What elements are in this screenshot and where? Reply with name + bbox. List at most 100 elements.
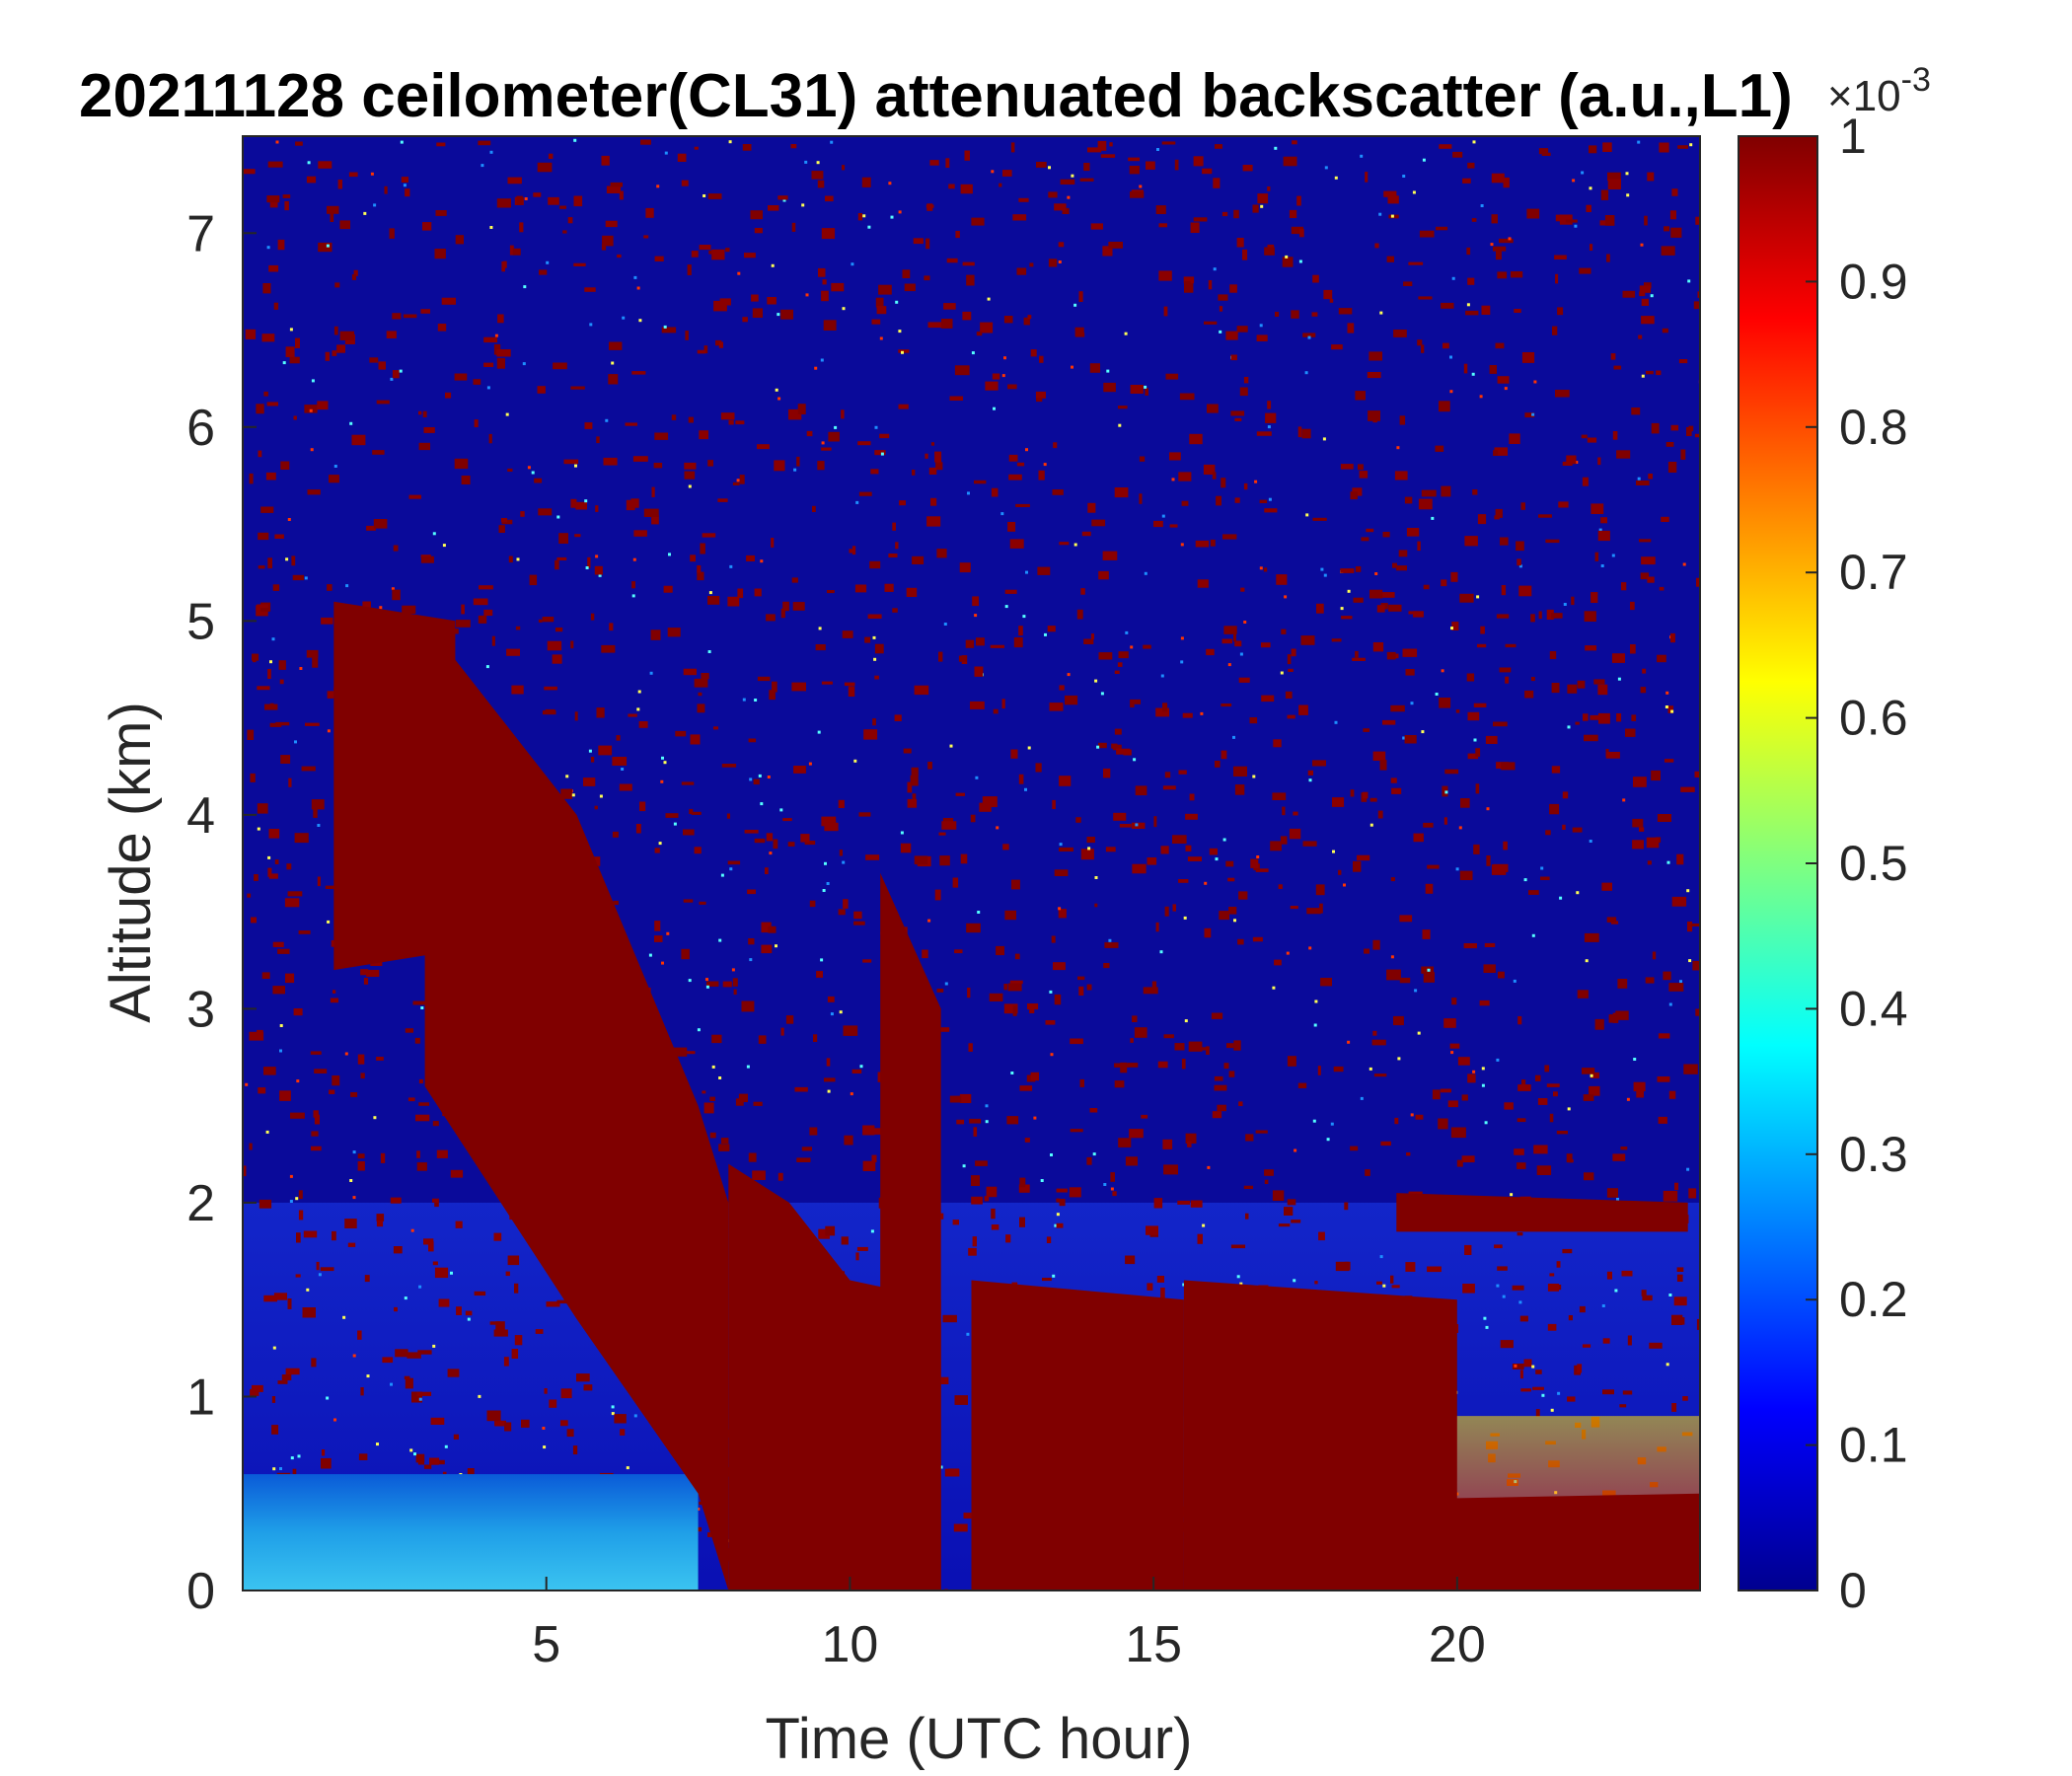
noise-dot (598, 573, 602, 577)
noise-dot (815, 644, 826, 651)
noise-dot (843, 1025, 858, 1036)
noise-dot (265, 1130, 269, 1134)
noise-dot (407, 1097, 415, 1102)
noise-dot (1042, 1278, 1052, 1282)
noise-dot (350, 1092, 358, 1097)
noise-dot (912, 470, 916, 476)
noise-dot (1661, 516, 1669, 522)
noise-dot (1625, 172, 1629, 176)
noise-dot (793, 766, 806, 774)
noise-dot (1360, 154, 1364, 158)
noise-dot (549, 1399, 557, 1408)
noise-dot (804, 841, 816, 846)
noise-dot (1217, 1104, 1226, 1112)
noise-dot (1622, 290, 1636, 298)
noise-dot (344, 1052, 348, 1056)
noise-dot (825, 1225, 836, 1236)
noise-dot (269, 199, 278, 208)
noise-dot (1481, 1083, 1485, 1087)
noise-dot (1480, 626, 1485, 634)
noise-dot (1098, 570, 1109, 580)
noise-dot (416, 1162, 427, 1171)
noise-dot (275, 140, 279, 144)
noise-dot (972, 1236, 977, 1247)
noise-dot (1332, 850, 1335, 853)
noise-dot (520, 511, 525, 517)
noise-dot (1369, 823, 1373, 827)
noise-dot (771, 538, 775, 548)
noise-dot (243, 169, 256, 175)
noise-dot (747, 889, 756, 895)
noise-dot (1069, 1187, 1081, 1198)
noise-dot (953, 1523, 968, 1532)
noise-dot (256, 404, 264, 414)
noise-dot (456, 1306, 462, 1315)
noise-dot (841, 409, 845, 419)
noise-dot (1598, 712, 1610, 724)
noise-dot (1462, 1284, 1475, 1294)
noise-dot (694, 678, 708, 688)
noise-dot (432, 1261, 438, 1266)
noise-dot (1670, 709, 1674, 713)
noise-dot (1670, 227, 1682, 238)
noise-dot (1234, 417, 1242, 421)
noise-dot (1514, 1364, 1517, 1368)
noise-dot (700, 543, 705, 555)
noise-dot (1372, 1030, 1377, 1036)
noise-dot (761, 922, 772, 933)
noise-dot (1658, 1033, 1670, 1039)
noise-dot (1535, 1409, 1540, 1417)
noise-dot (1452, 151, 1463, 158)
noise-dot (1549, 803, 1560, 815)
noise-dot (1494, 1244, 1503, 1249)
noise-dot (560, 788, 572, 799)
noise-dot (357, 1153, 365, 1159)
noise-dot (911, 767, 919, 777)
colorbar-exponent-power: -3 (1901, 61, 1931, 99)
noise-dot (1600, 517, 1607, 524)
noise-dot (818, 267, 826, 277)
noise-dot (584, 499, 588, 503)
noise-dot (1450, 627, 1453, 630)
noise-dot (1079, 178, 1094, 182)
noise-dot (713, 726, 718, 730)
cloud-layer-4 (971, 1280, 1184, 1591)
noise-dot (1440, 1088, 1451, 1093)
noise-dot (1174, 1043, 1185, 1051)
noise-dot (944, 982, 948, 986)
noise-dot (467, 1317, 471, 1321)
noise-dot (1390, 955, 1394, 959)
noise-dot (900, 843, 912, 853)
noise-dot (497, 314, 504, 324)
noise-dot (1301, 428, 1311, 439)
noise-dot (901, 350, 904, 354)
noise-dot (702, 533, 716, 538)
noise-dot (1129, 1129, 1144, 1139)
noise-dot (1640, 687, 1647, 694)
noise-dot (1427, 864, 1440, 869)
noise-dot (858, 812, 871, 817)
noise-dot (258, 532, 269, 541)
noise-dot (537, 162, 553, 173)
noise-dot (960, 184, 973, 194)
noise-dot (303, 1230, 318, 1238)
noise-dot (429, 1457, 440, 1465)
noise-dot (392, 313, 402, 320)
noise-dot (1119, 824, 1132, 828)
noise-dot (862, 214, 866, 218)
noise-dot (1551, 766, 1561, 774)
noise-dot (954, 949, 963, 954)
noise-dot (1491, 173, 1505, 184)
noise-dot (1379, 1255, 1383, 1259)
noise-dot (1636, 1088, 1644, 1098)
noise-dot (366, 1374, 370, 1378)
noise-dot (505, 1271, 510, 1277)
noise-dot (1598, 528, 1602, 532)
colorbar-tick-label: 0.6 (1839, 691, 1908, 746)
noise-dot (849, 549, 854, 554)
noise-dot (991, 1208, 996, 1220)
noise-dot (352, 1196, 356, 1200)
noise-dot (333, 465, 337, 468)
noise-dot (1663, 1190, 1678, 1202)
noise-dot (777, 397, 781, 401)
